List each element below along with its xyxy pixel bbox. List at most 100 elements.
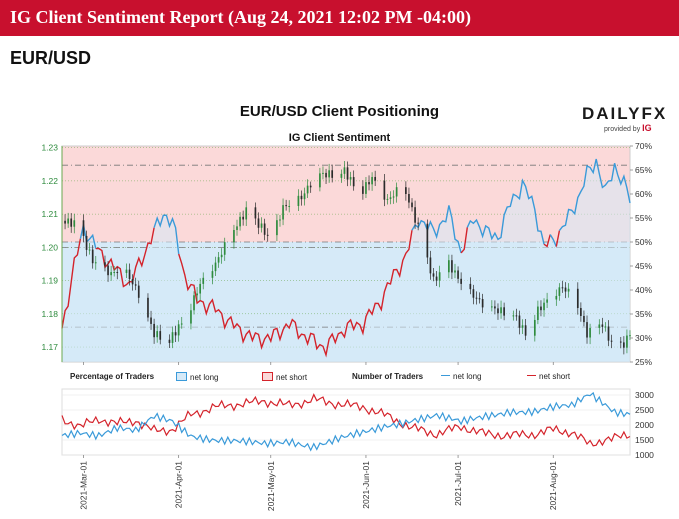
candle-up [533,319,536,336]
net-short-percent-line [178,230,413,358]
net-short-percent-line [555,230,561,247]
candle-down [285,205,287,207]
candle-up [125,269,128,273]
candle-down [368,182,370,185]
candle-up [217,257,220,263]
candle-up [297,195,300,207]
candle-up [279,219,281,221]
candle-down [435,276,438,281]
candle-up [558,287,561,296]
candle-down [586,322,588,338]
net-long-percent-line [466,178,545,245]
number-tick-label: 3000 [635,390,654,400]
candle-up [171,332,174,343]
candle-up [521,325,524,328]
number-tick-label: 1000 [635,450,654,460]
candle-down [494,306,496,309]
chart-title: EUR/USD Client Positioning [239,103,440,120]
candle-up [340,173,343,178]
candle-down [82,220,85,236]
candle-down [540,306,542,311]
net-long-number-line [61,391,631,452]
candle-down [457,270,459,279]
percent-tick-label: 60% [635,189,652,199]
candle-down [91,249,94,264]
price-tick-label: 1.22 [41,176,58,186]
candle-down [518,315,521,328]
date-tick-label: 2021-Jul-01 [453,461,463,506]
price-tick-label: 1.18 [41,309,58,319]
net-long-percent-line [558,158,631,232]
candle-up [67,218,69,224]
candle-up [365,182,367,194]
net-long-line-key [441,375,450,376]
candle-up [223,242,226,255]
number-tick-label: 2500 [635,405,654,415]
candle-down [383,180,386,200]
candle-up [386,198,389,200]
net-short-line-key [527,375,536,376]
candle-down [309,185,312,188]
candle-up [276,220,278,236]
date-tick-label: 2021-Mar-01 [78,461,88,510]
candle-down [524,325,527,336]
candle-down [583,315,585,323]
date-tick-label: 2021-Jun-01 [361,461,371,509]
candle-up [392,196,395,198]
candle-up [512,315,515,317]
price-tick-label: 1.17 [41,342,58,352]
candle-down [266,234,269,236]
chart-subtitle: IG Client Sentiment [288,132,391,144]
candle-down [346,167,349,180]
candle-down [85,235,88,250]
legend-num-short: net short [527,372,570,381]
net-short-percent-line [61,238,82,329]
report-banner: IG Client Sentiment Report (Aug 24, 2021… [0,0,679,36]
logo-main-text: DAILY [582,104,642,123]
percent-tick-label: 25% [635,357,652,367]
legend-pct-short: net short [262,372,307,382]
candle-down [168,339,171,343]
candle-up [110,272,112,276]
report-title: IG Client Sentiment Report (Aug 24, 2021… [10,7,471,27]
net-short-swatch [262,372,273,381]
net-short-percent-line [460,227,468,254]
candle-down [580,308,582,316]
candle-down [174,332,177,336]
logo-provided-text: provided by [604,126,641,133]
short-majority-band [62,146,630,242]
candle-down [481,299,484,308]
candle-down [426,223,429,258]
candle-up [448,260,450,273]
logo-fx-text: FX [641,104,668,123]
candle-up [177,324,180,336]
candle-up [555,295,558,300]
candle-up [193,295,195,311]
date-tick-label: 2021-May-01 [266,461,276,511]
candle-up [94,262,97,264]
candle-down [417,222,419,224]
candle-up [567,288,570,292]
candle-down [623,342,625,348]
legend-num-short-label: net short [539,372,571,381]
candle-up [604,326,607,328]
candle-down [254,207,257,219]
candle-up [214,262,217,272]
percent-tick-label: 45% [635,261,652,271]
candle-up [73,220,76,227]
candle-down [460,278,462,284]
candle-up [389,197,392,199]
candle-down [601,324,604,327]
candle-up [211,271,214,278]
legend-pct-long: net long [176,372,218,382]
number-tick-label: 1500 [635,435,654,445]
candle-down [147,297,149,318]
candle-down [128,269,131,280]
candle-down [619,341,622,343]
candle-up [199,283,202,294]
candle-up [288,206,291,208]
candle-up [598,324,601,328]
candle-down [257,218,260,228]
candle-up [260,223,263,228]
